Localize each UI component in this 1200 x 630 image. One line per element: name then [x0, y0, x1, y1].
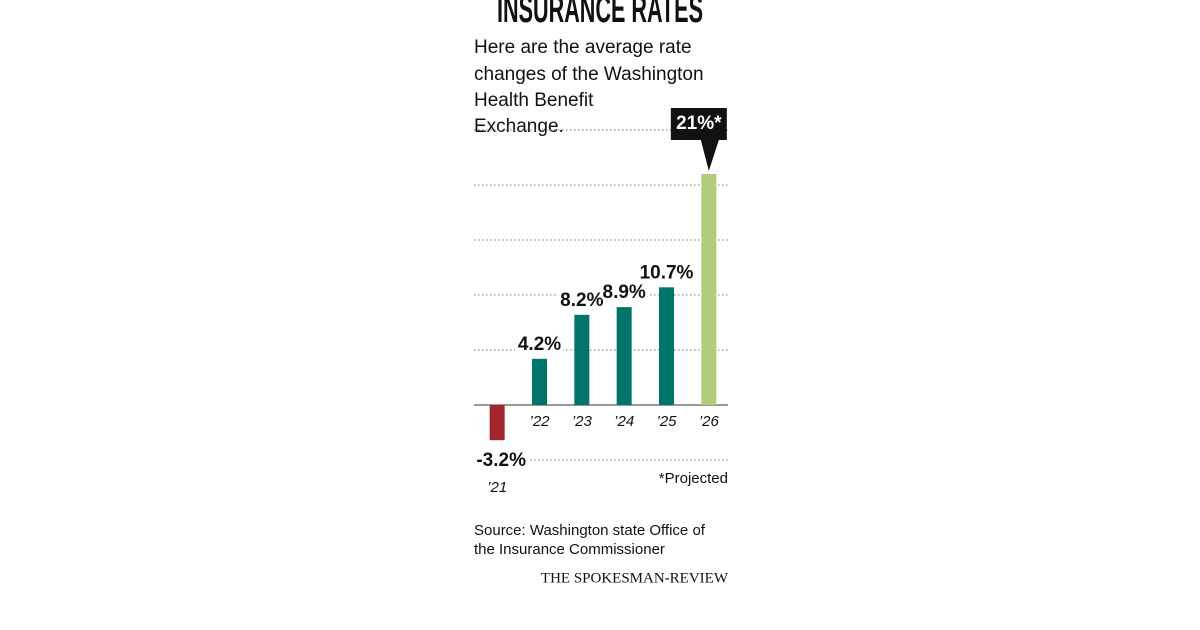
bar — [532, 358, 547, 405]
value-label: -3.2% — [476, 450, 526, 471]
x-tick-label: ’21 — [487, 479, 507, 496]
value-label: 21%* — [676, 113, 722, 134]
note: *Projected — [659, 470, 728, 487]
callout — [670, 108, 727, 171]
chart-title: INSURANCE RATES — [497, 0, 703, 31]
x-tick-label: ’23 — [572, 413, 593, 430]
x-tick-label: ’25 — [656, 413, 677, 430]
subtitle: Exchange. — [474, 116, 564, 137]
value-label: 10.7% — [640, 262, 694, 283]
bar — [574, 314, 590, 405]
subtitle: Health Benefit — [474, 90, 594, 111]
source: Source: Washington state Office of — [474, 522, 706, 539]
x-tick-label: ’24 — [614, 413, 634, 430]
credit: THE SPOKESMAN-REVIEW — [541, 570, 729, 586]
bar — [616, 307, 632, 405]
value-label: 8.2% — [560, 290, 603, 311]
subtitle: changes of the Washington — [474, 64, 704, 85]
x-tick-label: ’26 — [699, 413, 720, 430]
bar — [701, 174, 717, 405]
bar — [659, 287, 674, 405]
value-label: 4.2% — [518, 334, 561, 355]
source: the Insurance Commissioner — [474, 541, 665, 558]
subtitle: Here are the average rate — [474, 37, 692, 58]
bar — [489, 405, 505, 441]
x-tick-label: ’22 — [529, 413, 550, 430]
value-label: 8.9% — [603, 282, 646, 303]
